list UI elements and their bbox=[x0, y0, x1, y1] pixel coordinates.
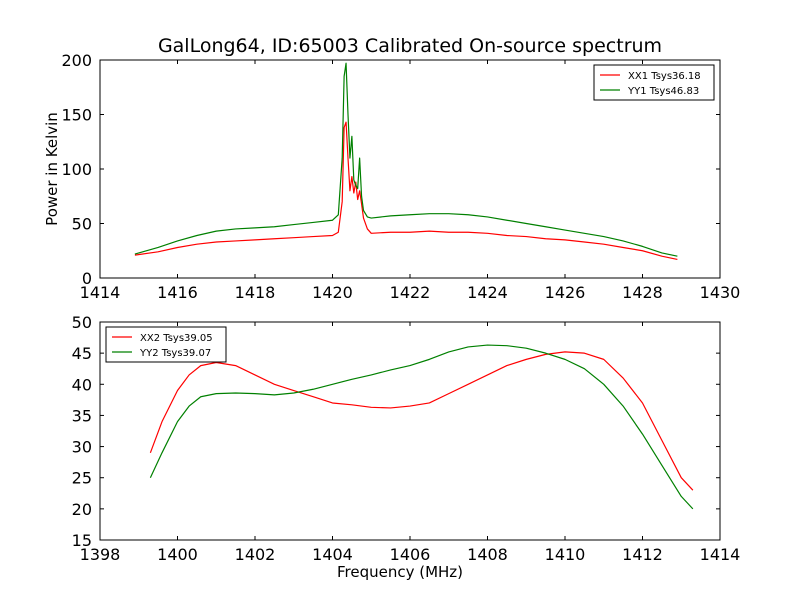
panel2-legend-label-2: YY2 Tsys39.07 bbox=[139, 348, 211, 359]
panel2-legend: XX2 Tsys39.05 YY2 Tsys39.07 bbox=[105, 326, 227, 363]
panel2-x-tick-label: 1404 bbox=[312, 545, 353, 564]
panel2-x-tick-label: 1398 bbox=[80, 545, 121, 564]
panel1-x-tick-label: 1424 bbox=[467, 283, 508, 302]
panel2-y-tick-label: 15 bbox=[72, 531, 92, 550]
panel1-x-tick-label: 1422 bbox=[390, 283, 431, 302]
panel2-y-tick-label: 35 bbox=[72, 406, 92, 425]
panel1-x-tick-label: 1428 bbox=[622, 283, 663, 302]
panel1-y-tick-label: 150 bbox=[61, 106, 92, 125]
panel2-x-tick-label: 1412 bbox=[622, 545, 663, 564]
panel2-y-tick-label: 40 bbox=[72, 375, 92, 394]
panel1-y-tick-label: 50 bbox=[72, 215, 92, 234]
panel1-y-tick-label: 100 bbox=[61, 160, 92, 179]
panel1-y-tick-label: 200 bbox=[61, 51, 92, 70]
panel1-x-tick-label: 1426 bbox=[545, 283, 586, 302]
panel2-legend-label-1: XX2 Tsys39.05 bbox=[140, 333, 213, 344]
panel2-y-tick-label: 20 bbox=[72, 500, 92, 519]
panel2-x-axis-label: Frequency (MHz) bbox=[337, 563, 463, 581]
panel1-y-axis-label: Power in Kelvin bbox=[43, 112, 61, 226]
panel1-x-tick-label: 1414 bbox=[80, 283, 121, 302]
panel2-x-tick-label: 1402 bbox=[235, 545, 276, 564]
panel1-series-line-1 bbox=[134, 121, 678, 261]
panel2-y-tick-label: 45 bbox=[72, 344, 92, 363]
panel1-legend-box bbox=[593, 64, 715, 101]
panel1-legend-label-2: YY1 Tsys46.83 bbox=[627, 86, 699, 97]
panel2-series-line-2 bbox=[149, 344, 694, 510]
panel2-axes: 1398 1400 1402 1404 1406 1408 1410 1412 1414 15 20… bbox=[72, 313, 741, 581]
panel1-x-tick-label: 1416 bbox=[157, 283, 198, 302]
panel2-x-tick-label: 1400 bbox=[157, 545, 198, 564]
panel1-legend: XX1 Tsys36.18 YY1 Tsys46.83 bbox=[593, 64, 715, 101]
panel1-x-tick-label: 1418 bbox=[235, 283, 276, 302]
panel1-x-tick-label: 1420 bbox=[312, 283, 353, 302]
panel2-y-tick-label: 25 bbox=[72, 469, 92, 488]
panel2-x-tick-label: 1414 bbox=[700, 545, 741, 564]
panel2-x-tick-label: 1408 bbox=[467, 545, 508, 564]
panel2-x-tick-label: 1406 bbox=[390, 545, 431, 564]
plot-layer: 1414 1416 1418 1420 1422 1424 1426 1428 14300501… bbox=[43, 51, 740, 581]
chart-title: GalLong64, ID:65003 Calibrated On-source… bbox=[158, 35, 662, 57]
panel1-axes: 1414 1416 1418 1420 1422 1424 1426 1428 1430 0 50 1… bbox=[43, 51, 740, 302]
panel2-legend-box bbox=[105, 326, 227, 363]
panel2-y-tick-label: 50 bbox=[72, 313, 92, 332]
panel1-y-tick-label: 0 bbox=[82, 269, 92, 288]
panel1-legend-label-1: XX1 Tsys36.18 bbox=[628, 71, 701, 82]
panel2-x-tick-label: 1410 bbox=[545, 545, 586, 564]
panel1-x-tick-label: 1430 bbox=[700, 283, 741, 302]
panel1-series-line-2 bbox=[134, 62, 678, 257]
panel2-y-tick-label: 30 bbox=[72, 438, 92, 457]
